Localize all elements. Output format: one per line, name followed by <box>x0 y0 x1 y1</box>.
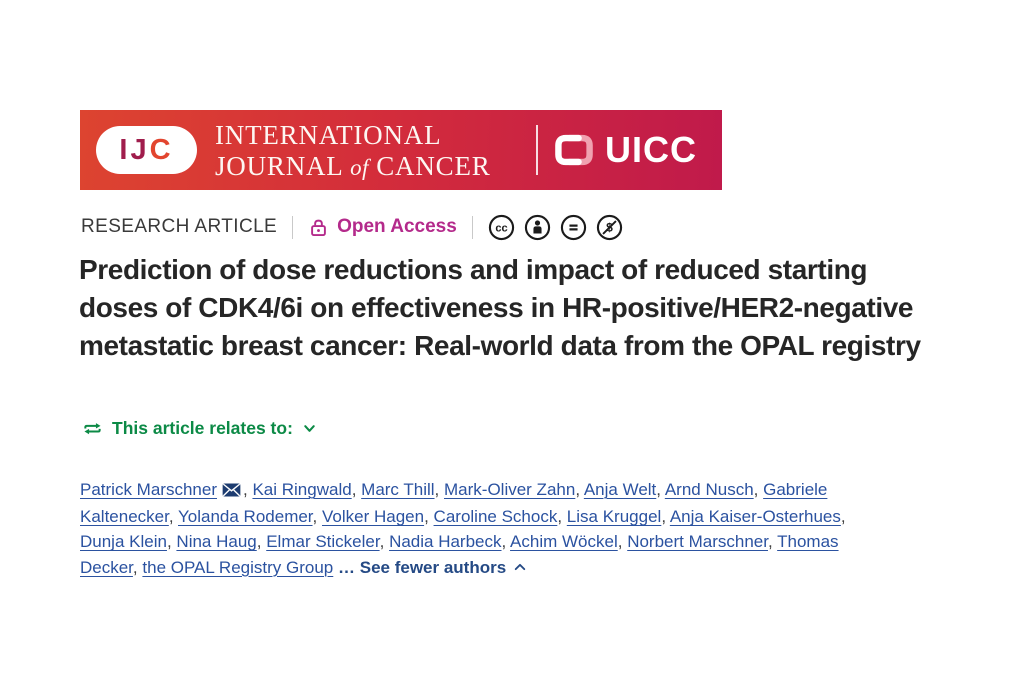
author-separator: , <box>242 480 248 499</box>
journal-banner: IJ C INTERNATIONAL JOURNAL of CANCER UICC <box>80 110 722 190</box>
author-link[interactable]: Anja Kaiser-Osterhues <box>669 507 841 527</box>
article-meta-row: RESEARCH ARTICLE Open Access cc <box>81 212 623 242</box>
author-separator: , <box>312 507 318 527</box>
cc-icon[interactable]: cc <box>488 214 515 241</box>
meta-divider <box>471 215 473 239</box>
open-lock-icon <box>311 219 326 236</box>
article-title: Prediction of dose reductions and impact… <box>79 254 921 361</box>
author-link[interactable]: Kai Ringwald <box>252 480 352 499</box>
author-link[interactable]: Elmar Stickeler <box>266 532 380 552</box>
author-link[interactable]: Nina Haug <box>176 532 257 552</box>
author-link[interactable]: Yolanda Rodemer <box>178 507 313 527</box>
author-separator: , <box>617 532 623 552</box>
author-item: Arnd Nusch, <box>665 480 759 499</box>
author-separator: , <box>379 532 385 552</box>
author-link[interactable]: the OPAL Registry Group <box>142 557 334 577</box>
author-link[interactable]: Patrick Marschner <box>80 480 217 499</box>
author-link[interactable]: Dunja Klein <box>80 532 167 552</box>
chevron-down-icon <box>304 425 315 432</box>
author-item: Mark-Oliver Zahn, <box>444 480 580 499</box>
author-item: Volker Hagen, <box>322 507 429 526</box>
author-separator: , <box>132 557 138 577</box>
author-item: Lisa Kruggel, <box>567 507 666 526</box>
see-fewer-authors-button[interactable]: See fewer authors <box>360 558 527 577</box>
author-separator: , <box>575 480 581 499</box>
author-link[interactable]: Thomas Decker <box>80 532 839 577</box>
author-link[interactable]: Nadia Harbeck <box>389 532 502 552</box>
author-separator: , <box>661 507 667 527</box>
author-separator: , <box>168 507 174 527</box>
author-link[interactable]: Arnd Nusch <box>664 480 754 499</box>
author-link[interactable]: Lisa Kruggel <box>566 507 662 527</box>
ijc-logo-letters-ij: IJ <box>119 133 150 166</box>
journal-name-word-of: of <box>350 155 369 180</box>
author-item: Yolanda Rodemer, <box>178 507 317 526</box>
author-separator: , <box>840 507 846 527</box>
relates-repeat-icon <box>84 423 101 435</box>
email-icon[interactable] <box>222 479 241 504</box>
open-access-label: Open Access <box>337 216 457 237</box>
author-item: the OPAL Registry Group <box>142 558 333 577</box>
author-separator: , <box>351 480 357 499</box>
author-link[interactable]: Volker Hagen <box>322 507 425 527</box>
author-item: Marc Thill, <box>361 480 439 499</box>
author-link[interactable]: Marc Thill <box>361 480 435 499</box>
author-list: Patrick Marschner, Kai Ringwald, Marc Th… <box>80 477 888 580</box>
author-item: Dunja Klein, <box>80 532 172 551</box>
author-item: Caroline Schock, <box>434 507 563 526</box>
article-relates-toggle[interactable]: This article relates to: <box>82 418 317 439</box>
svg-text:cc: cc <box>495 222 507 234</box>
chevron-up-icon <box>514 563 526 570</box>
author-separator: , <box>166 532 172 552</box>
author-item: Nina Haug, <box>176 532 261 551</box>
journal-name-line1: INTERNATIONAL <box>215 120 442 150</box>
author-item: Patrick Marschner, <box>80 480 248 499</box>
author-item: Anja Kaiser-Osterhues, <box>670 507 846 526</box>
banner-divider <box>536 125 538 175</box>
author-separator: , <box>767 532 773 552</box>
cc-nc-icon[interactable]: $ <box>596 214 623 241</box>
ijc-logo[interactable]: IJ C <box>96 126 197 174</box>
journal-name: INTERNATIONAL JOURNAL of CANCER <box>215 120 491 183</box>
see-fewer-label: See fewer authors <box>359 557 507 577</box>
cc-by-icon[interactable] <box>524 214 551 241</box>
author-separator: , <box>557 507 563 527</box>
author-item: Nadia Harbeck, <box>389 532 506 551</box>
author-link[interactable]: Norbert Marschner <box>627 532 768 552</box>
open-access-badge: Open Access <box>308 216 457 238</box>
journal-name-word-journal: JOURNAL <box>215 151 343 181</box>
uicc-logo[interactable]: UICC <box>552 110 697 190</box>
author-item: Achim Wöckel, <box>510 532 622 551</box>
author-item: Thomas Decker, <box>80 532 839 576</box>
journal-name-line2: JOURNAL of CANCER <box>215 151 491 183</box>
author-item: Gabriele Kaltenecker, <box>80 480 827 526</box>
journal-name-word-cancer: CANCER <box>376 151 491 181</box>
author-link[interactable]: Achim Wöckel <box>510 532 618 552</box>
meta-divider <box>292 215 294 239</box>
author-separator: , <box>753 480 759 499</box>
author-link[interactable]: Anja Welt <box>583 480 657 499</box>
author-separator: , <box>501 532 507 552</box>
author-link[interactable]: Caroline Schock <box>433 507 558 527</box>
relates-label: This article relates to: <box>112 418 293 438</box>
author-item: Elmar Stickeler, <box>266 532 384 551</box>
uicc-wordmark: UICC <box>605 129 697 170</box>
license-icons: cc $ <box>488 214 623 241</box>
cc-nd-icon[interactable] <box>560 214 587 241</box>
author-link[interactable]: Gabriele Kaltenecker <box>80 480 828 527</box>
author-separator: , <box>656 480 662 499</box>
author-item: Kai Ringwald, <box>252 480 356 499</box>
author-link[interactable]: Mark-Oliver Zahn <box>444 480 576 499</box>
author-item: Anja Welt, <box>584 480 661 499</box>
ijc-logo-letter-c: C <box>149 133 174 166</box>
author-separator: , <box>434 480 440 499</box>
author-item: Norbert Marschner, <box>627 532 773 551</box>
authors-ellipsis: … <box>338 557 355 577</box>
author-separator: , <box>424 507 429 527</box>
article-type-label: RESEARCH ARTICLE <box>81 216 278 237</box>
author-separator: , <box>256 532 262 552</box>
uicc-bracket-icon <box>555 134 593 166</box>
